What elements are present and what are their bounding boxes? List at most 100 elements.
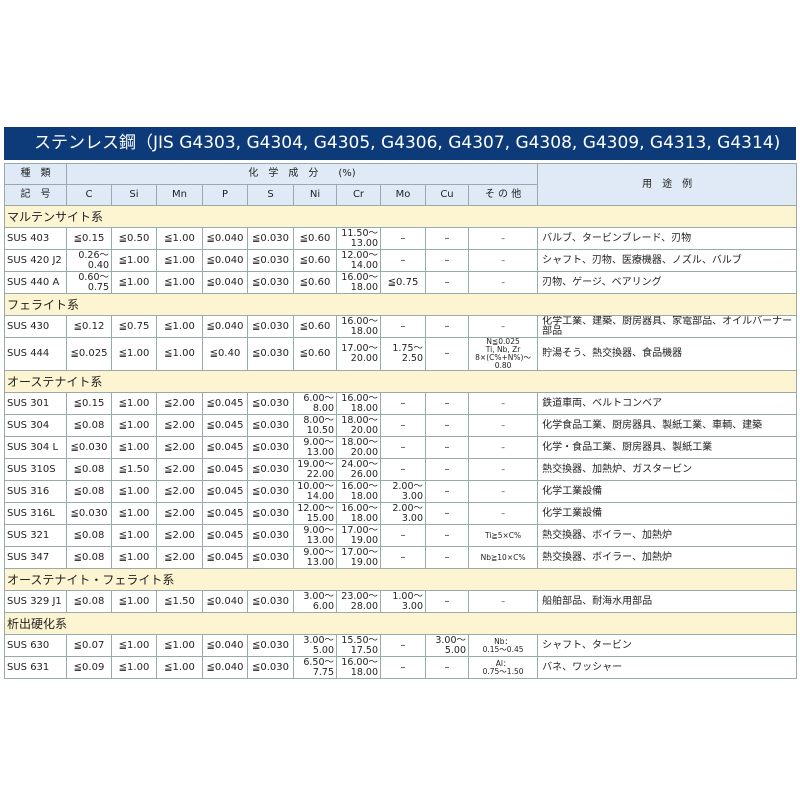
cell: 17.00〜 20.00 [336, 337, 381, 371]
cell: ≦1.00 [111, 502, 157, 525]
column-header: Mn [156, 184, 203, 206]
use-cell: 化学工業設備 [537, 480, 798, 503]
cell: ≦0.045 [202, 392, 248, 415]
cell: – [425, 590, 469, 613]
cell: 3.00〜 5.00 [293, 634, 337, 657]
cell: – [380, 227, 426, 250]
other-cell: – [467, 315, 539, 338]
group-name: マルテンサイト系 [3, 205, 798, 228]
other-cell: – [467, 590, 539, 613]
cell: ≦1.00 [111, 524, 157, 547]
cell: 18.00〜 20.00 [336, 414, 381, 437]
cell: ≦1.00 [111, 249, 157, 272]
cell: – [425, 502, 469, 525]
other-cell: – [467, 458, 539, 481]
cell: ≦0.030 [247, 656, 294, 679]
group-row: マルテンサイト系 [3, 205, 798, 228]
use-cell: 熱交換器、ボイラー、加熱炉 [537, 546, 798, 569]
cell: 0.60〜 0.75 [66, 271, 112, 294]
cell: ≦0.040 [202, 227, 248, 250]
data-row: SUS 310S ≦0.08 ≦1.50 ≦2.00 ≦0.045 ≦0.030 19.00… [4, 458, 798, 481]
cell: 9.00〜 13.00 [293, 436, 337, 459]
grade-code: SUS 444 [4, 337, 67, 371]
cell: ≦2.00 [156, 546, 203, 569]
cell: 17.00〜 19.00 [336, 546, 381, 569]
cell: ≦0.030 [66, 502, 112, 525]
cell: ≦1.50 [156, 590, 203, 613]
cell: ≦0.030 [247, 458, 294, 481]
cell: 15.50〜 17.50 [336, 634, 381, 657]
column-header: Ni [293, 184, 337, 206]
cell: – [380, 392, 426, 415]
cell: ≦2.00 [156, 502, 203, 525]
group-name: オーステナイト・フェライト系 [3, 568, 798, 591]
column-header: C [66, 184, 112, 206]
cell: ≦2.00 [156, 480, 203, 503]
cell: 17.00〜 19.00 [336, 524, 381, 547]
cell: ≦0.60 [293, 249, 337, 272]
cell: ≦0.08 [66, 546, 112, 569]
use-cell: 熱交換器、ボイラー、加熱炉 [537, 524, 798, 547]
cell: ≦0.040 [202, 656, 248, 679]
use-cell: 鉄道車両、ベルトコンベア [537, 392, 798, 415]
cell: ≦0.045 [202, 502, 248, 525]
cell: 18.00〜 20.00 [336, 436, 381, 459]
cell: – [425, 414, 469, 437]
cell: ≦1.00 [111, 634, 157, 657]
group-row: オーステナイト系 [3, 370, 798, 393]
other-cell: – [467, 480, 539, 503]
grade-code: SUS 440 A [4, 271, 67, 294]
cell: – [380, 634, 426, 657]
cell: ≦0.60 [293, 315, 337, 338]
cell: ≦0.040 [202, 249, 248, 272]
group-row: フェライト系 [3, 293, 798, 316]
cell: – [380, 656, 426, 679]
cell: 11.50〜 13.00 [336, 227, 381, 250]
other-cell: Nb： 0.15〜0.45 [467, 634, 539, 657]
cell: ≦0.040 [202, 634, 248, 657]
data-row: SUS 420 J2 0.26〜 0.40 ≦1.00 ≦1.00 ≦0.040 ≦0.0… [4, 249, 798, 272]
other-cell: Nb≧10×C% [467, 546, 539, 569]
cell: ≦0.07 [66, 634, 112, 657]
cell: ≦1.00 [111, 656, 157, 679]
data-row: SUS 444 ≦0.025 ≦1.00 ≦1.00 ≦0.40 ≦0.030 ≦0.60 1… [4, 337, 798, 371]
data-row: SUS 630 ≦0.07 ≦1.00 ≦1.00 ≦0.040 ≦0.030 3.00〜 … [4, 634, 798, 657]
cell: ≦0.12 [66, 315, 112, 338]
cell: – [425, 337, 469, 371]
cell: ≦2.00 [156, 524, 203, 547]
data-row: SUS 631 ≦0.09 ≦1.00 ≦1.00 ≦0.040 ≦0.030 6.50〜 … [4, 656, 798, 679]
grade-code: SUS 321 [4, 524, 67, 547]
cell: ≦1.00 [111, 392, 157, 415]
cell: ≦2.00 [156, 458, 203, 481]
data-row: SUS 430 ≦0.12 ≦0.75 ≦1.00 ≦0.040 ≦0.030 ≦0.60 1… [4, 315, 798, 338]
kind-header: 種 類 [4, 163, 67, 185]
use-header: 用 途 例 [537, 163, 798, 206]
grade-code: SUS 403 [4, 227, 67, 250]
cell: ≦0.045 [202, 458, 248, 481]
cell: ≦0.030 [247, 634, 294, 657]
cell: ≦0.030 [247, 337, 294, 371]
cell: – [425, 315, 469, 338]
other-cell: – [467, 271, 539, 294]
cell: ≦1.00 [156, 227, 203, 250]
cell: ≦0.60 [293, 271, 337, 294]
use-cell: 化学食品工業、厨房器具、製紙工業、車輌、建築 [537, 414, 798, 437]
cell: 23.00〜 28.00 [336, 590, 381, 613]
cell: – [425, 392, 469, 415]
use-cell: 化学工業、建築、厨房器具、家電部品、オイルバーナー部品 [537, 315, 798, 338]
cell: ≦1.00 [111, 271, 157, 294]
data-row: SUS 304 ≦0.08 ≦1.00 ≦2.00 ≦0.045 ≦0.030 8.00〜 … [4, 414, 798, 437]
grade-code: SUS 630 [4, 634, 67, 657]
cell: 9.00〜 13.00 [293, 524, 337, 547]
cell: ≦1.00 [156, 249, 203, 272]
spec-table: 種 類 化 学 成 分 (%) 用 途 例 記 号 C Si Mn P S Ni Cr Mo Cu… [3, 163, 798, 679]
cell: 3.00〜 5.00 [425, 634, 469, 657]
cell: – [425, 524, 469, 547]
cell: ≦0.045 [202, 480, 248, 503]
other-cell: – [467, 414, 539, 437]
cell: 16.00〜 18.00 [336, 502, 381, 525]
cell: – [425, 271, 469, 294]
cell: ≦0.08 [66, 590, 112, 613]
cell: – [425, 480, 469, 503]
